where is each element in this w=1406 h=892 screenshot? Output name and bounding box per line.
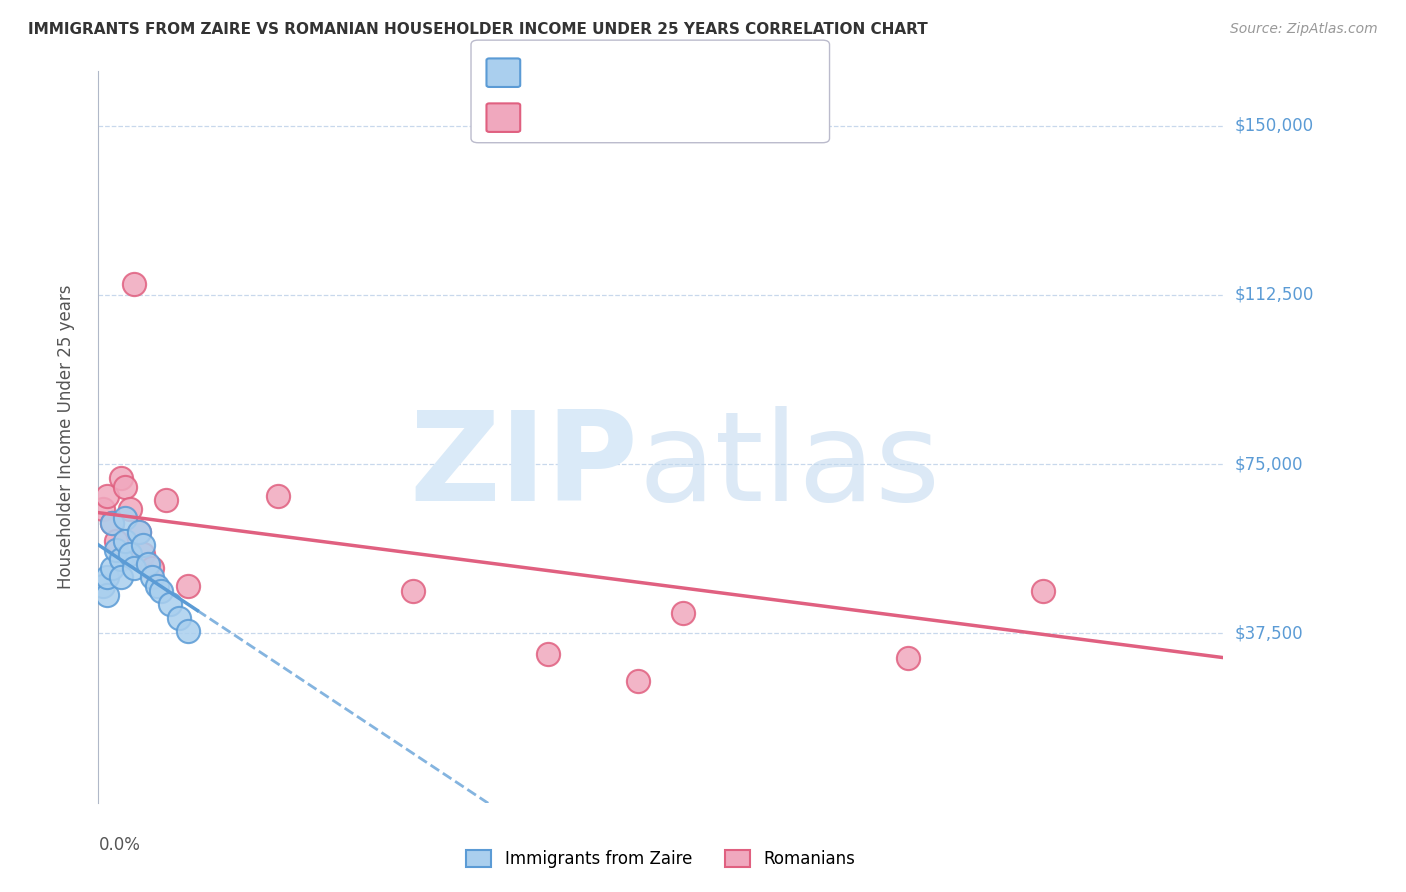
Point: [105, 543, 128, 558]
Point: [128, 524, 150, 539]
Point: [177, 624, 200, 639]
Point: [124, 561, 146, 575]
Point: [91, 579, 114, 593]
Point: [402, 583, 425, 598]
Text: $75,000: $75,000: [1234, 455, 1303, 473]
Point: [118, 548, 141, 562]
Text: ZIP: ZIP: [409, 406, 638, 527]
Point: [110, 471, 132, 485]
Text: R =: R =: [529, 109, 567, 127]
Text: -0.173: -0.173: [585, 109, 650, 127]
Text: atlas: atlas: [638, 406, 941, 527]
Text: $112,500: $112,500: [1234, 285, 1313, 304]
Text: Source: ZipAtlas.com: Source: ZipAtlas.com: [1230, 22, 1378, 37]
Point: [150, 583, 173, 598]
Point: [159, 597, 181, 611]
Point: [155, 493, 177, 508]
Point: [114, 480, 136, 494]
Y-axis label: Householder Income Under 25 years: Householder Income Under 25 years: [56, 285, 75, 590]
Text: 21: 21: [700, 63, 725, 82]
Point: [132, 548, 155, 562]
Point: [169, 610, 191, 624]
Point: [141, 570, 163, 584]
Text: R =: R =: [529, 63, 567, 82]
Point: [96, 570, 118, 584]
Point: [537, 647, 560, 661]
Point: [124, 277, 146, 291]
Point: [101, 561, 124, 575]
Text: $37,500: $37,500: [1234, 624, 1303, 642]
Point: [91, 502, 114, 516]
Point: [105, 533, 128, 548]
Point: [146, 579, 169, 593]
Text: N =: N =: [650, 63, 689, 82]
Point: [110, 552, 132, 566]
Point: [96, 588, 118, 602]
Point: [132, 538, 155, 552]
Point: [177, 579, 200, 593]
Point: [627, 673, 650, 688]
Point: [128, 524, 150, 539]
Legend: Immigrants from Zaire, Romanians: Immigrants from Zaire, Romanians: [460, 844, 862, 875]
Point: [118, 502, 141, 516]
Point: [110, 570, 132, 584]
Point: [136, 557, 159, 571]
Text: $150,000: $150,000: [1234, 117, 1313, 135]
Point: [101, 516, 124, 530]
Point: [267, 489, 290, 503]
Point: [114, 511, 136, 525]
Text: IMMIGRANTS FROM ZAIRE VS ROMANIAN HOUSEHOLDER INCOME UNDER 25 YEARS CORRELATION : IMMIGRANTS FROM ZAIRE VS ROMANIAN HOUSEH…: [28, 22, 928, 37]
Point: [897, 651, 920, 665]
Point: [96, 489, 118, 503]
Point: [101, 516, 124, 530]
Point: [141, 561, 163, 575]
Point: [672, 606, 695, 620]
Text: 0.017: 0.017: [585, 63, 641, 82]
Text: 21: 21: [700, 109, 725, 127]
Text: 0.0%: 0.0%: [98, 836, 141, 854]
Point: [114, 533, 136, 548]
Text: N =: N =: [650, 109, 689, 127]
Point: [1032, 583, 1054, 598]
